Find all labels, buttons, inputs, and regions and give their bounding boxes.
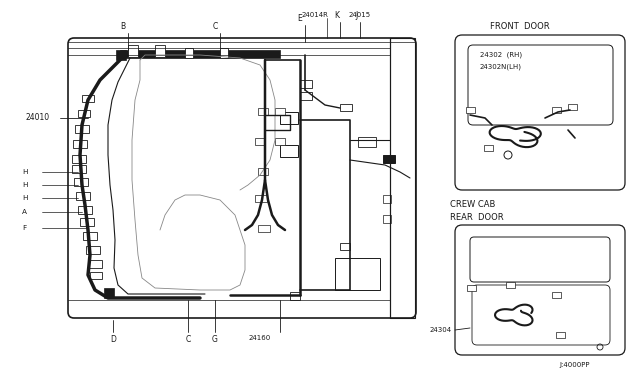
Bar bbox=[290, 292, 300, 300]
Bar bbox=[75, 125, 89, 133]
Text: 24302  (RH): 24302 (RH) bbox=[480, 52, 522, 58]
Text: C: C bbox=[186, 335, 191, 344]
Bar bbox=[73, 140, 87, 148]
Bar bbox=[467, 285, 476, 291]
Text: CREW CAB: CREW CAB bbox=[450, 200, 495, 209]
Bar bbox=[258, 108, 268, 115]
Bar bbox=[72, 155, 86, 163]
Bar bbox=[358, 137, 376, 147]
Text: A: A bbox=[22, 209, 27, 215]
Bar bbox=[506, 282, 515, 288]
Text: E: E bbox=[298, 14, 302, 23]
Bar bbox=[155, 45, 165, 57]
Bar bbox=[86, 246, 100, 254]
Bar bbox=[78, 206, 92, 214]
Bar bbox=[383, 195, 391, 203]
Bar bbox=[552, 107, 561, 113]
Bar bbox=[568, 104, 577, 110]
Bar bbox=[340, 243, 350, 250]
Text: F: F bbox=[22, 225, 26, 231]
Text: J: J bbox=[356, 11, 358, 20]
Text: H: H bbox=[22, 195, 28, 201]
Text: K: K bbox=[335, 11, 339, 20]
Bar bbox=[552, 292, 561, 298]
Bar bbox=[340, 104, 352, 111]
Bar bbox=[383, 155, 395, 163]
Bar bbox=[120, 50, 280, 58]
Bar bbox=[280, 145, 298, 157]
Text: J:4000PP: J:4000PP bbox=[559, 362, 590, 368]
Bar bbox=[128, 45, 138, 57]
Bar bbox=[466, 107, 475, 113]
Bar bbox=[72, 165, 86, 173]
Bar bbox=[383, 215, 391, 223]
Bar bbox=[90, 272, 102, 279]
Bar bbox=[255, 195, 267, 202]
Bar bbox=[335, 258, 380, 290]
Text: 24014R: 24014R bbox=[301, 12, 328, 18]
Text: 24160: 24160 bbox=[249, 335, 271, 341]
Text: H: H bbox=[22, 182, 28, 188]
Bar bbox=[275, 108, 285, 115]
Text: FRONT  DOOR: FRONT DOOR bbox=[490, 22, 550, 31]
Text: H: H bbox=[22, 169, 28, 175]
Text: 24010: 24010 bbox=[25, 113, 49, 122]
Bar bbox=[78, 110, 90, 117]
Bar bbox=[484, 145, 493, 151]
Bar bbox=[275, 138, 285, 145]
Text: 24015: 24015 bbox=[349, 12, 371, 18]
Bar bbox=[300, 92, 312, 100]
Bar bbox=[255, 138, 265, 145]
Bar bbox=[300, 80, 312, 88]
Bar bbox=[76, 192, 90, 200]
Bar bbox=[116, 50, 126, 60]
Text: REAR  DOOR: REAR DOOR bbox=[450, 213, 504, 222]
Bar bbox=[80, 218, 94, 226]
Text: 24304: 24304 bbox=[430, 327, 452, 333]
Text: C: C bbox=[212, 22, 218, 31]
Text: D: D bbox=[110, 335, 116, 344]
Bar bbox=[88, 260, 102, 268]
Bar bbox=[83, 232, 97, 240]
Text: 24302N(LH): 24302N(LH) bbox=[480, 63, 522, 70]
Bar bbox=[74, 178, 88, 186]
Text: G: G bbox=[212, 335, 218, 344]
Bar bbox=[220, 48, 228, 58]
Bar bbox=[258, 225, 270, 232]
Bar bbox=[258, 168, 268, 175]
Bar bbox=[185, 48, 193, 58]
Bar bbox=[280, 112, 298, 124]
Text: B: B bbox=[120, 22, 125, 31]
Bar bbox=[556, 332, 565, 338]
Bar bbox=[104, 288, 114, 298]
Bar bbox=[390, 38, 415, 318]
Bar bbox=[82, 95, 94, 102]
